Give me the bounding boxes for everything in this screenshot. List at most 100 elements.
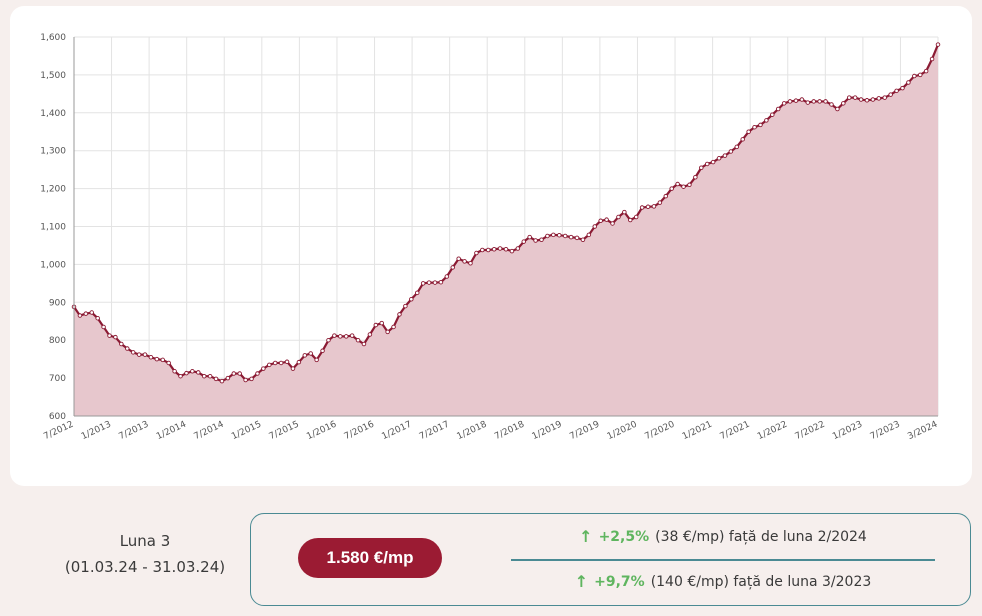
arrow-up-icon: ↑ — [574, 572, 589, 591]
data-point — [267, 362, 272, 368]
data-point — [136, 352, 142, 357]
data-point — [699, 165, 704, 170]
data-point — [882, 95, 887, 100]
x-tick-label: 7/2016 — [343, 420, 376, 443]
x-tick-label: 7/2023 — [869, 420, 902, 442]
data-point — [438, 279, 444, 285]
data-point — [716, 156, 722, 161]
data-point — [166, 360, 171, 366]
data-point — [142, 352, 148, 357]
data-point — [604, 217, 609, 222]
data-point — [539, 237, 544, 243]
data-point — [355, 337, 361, 343]
data-point — [320, 348, 325, 354]
data-point — [645, 204, 651, 210]
data-point — [781, 101, 787, 106]
data-point — [722, 153, 728, 158]
data-point — [864, 98, 870, 103]
data-point — [154, 356, 160, 362]
x-tick-label: 1/2015 — [230, 420, 263, 442]
data-point — [113, 334, 118, 340]
data-point — [568, 234, 574, 240]
x-tick-label: 1/2014 — [155, 420, 188, 443]
data-point — [261, 366, 266, 371]
data-point — [775, 106, 781, 112]
data-point — [616, 214, 621, 220]
data-point — [752, 124, 757, 130]
data-point — [912, 73, 917, 79]
data-point — [734, 144, 740, 150]
data-point — [870, 97, 876, 102]
data-point — [284, 359, 290, 365]
data-point — [527, 234, 532, 240]
data-point — [290, 366, 296, 371]
price-summary-box: 1.580 €/mp ↑ +2,5% (38 €/mp) față de lun… — [250, 513, 971, 606]
data-point — [308, 351, 313, 356]
data-point — [906, 80, 911, 85]
x-tick-label: 7/2022 — [794, 420, 827, 442]
data-point — [876, 96, 882, 101]
data-point — [83, 311, 89, 316]
x-tick-label: 7/2020 — [643, 420, 676, 443]
data-point — [196, 370, 201, 375]
data-point — [835, 106, 840, 112]
data-point — [462, 259, 467, 264]
price-chart-card: 600 700 800 900 1,000 1,100 1,200 1,300 1,400 1,5… — [10, 6, 972, 486]
data-point — [852, 95, 858, 100]
arrow-up-icon: ↑ — [579, 527, 593, 546]
area-fill — [74, 44, 938, 416]
data-point — [586, 232, 592, 238]
y-tick-label: 800 — [49, 336, 66, 346]
data-point — [687, 182, 692, 188]
data-point — [125, 346, 130, 351]
data-point — [338, 334, 343, 339]
data-point — [817, 99, 822, 104]
data-point — [509, 248, 515, 254]
data-point — [681, 184, 686, 189]
data-point — [562, 233, 568, 239]
data-point — [160, 357, 166, 363]
data-point — [491, 246, 497, 252]
data-point — [302, 353, 308, 358]
data-point — [935, 42, 941, 47]
data-point — [533, 238, 538, 243]
y-tick-label: 1,500 — [40, 71, 66, 81]
data-point — [639, 205, 645, 210]
x-tick-label: 7/2019 — [568, 420, 601, 443]
data-point — [213, 376, 219, 382]
x-tick-label: 7/2015 — [268, 420, 301, 442]
data-point — [900, 85, 905, 91]
data-point — [432, 280, 438, 285]
data-point — [343, 334, 349, 339]
y-tick-label: 1,000 — [40, 260, 66, 270]
month-label: Luna 3 — [119, 532, 171, 550]
data-point — [219, 378, 225, 384]
data-point — [663, 193, 669, 199]
data-point — [811, 99, 816, 104]
monthly-change-text: (38 €/mp) față de luna 2/2024 — [655, 528, 867, 545]
x-tick-label: 1/2016 — [305, 420, 338, 443]
data-point — [207, 373, 213, 379]
y-tick-label: 900 — [49, 298, 66, 308]
data-point — [332, 333, 337, 338]
x-tick-label: 1/2022 — [756, 420, 789, 442]
data-point — [201, 373, 207, 379]
data-point — [929, 56, 935, 62]
data-point — [628, 217, 633, 223]
x-tick-label: 3/2024 — [906, 420, 939, 443]
x-tick-label: 1/2020 — [606, 420, 639, 443]
x-tick-label: 7/2021 — [719, 420, 752, 442]
data-point — [278, 360, 284, 366]
data-point — [474, 250, 479, 256]
data-point — [184, 370, 189, 376]
data-point — [95, 315, 100, 321]
y-tick-label: 1,600 — [40, 33, 66, 43]
x-tick-label: 1/2021 — [681, 420, 714, 442]
data-point — [130, 350, 136, 355]
data-point — [793, 98, 799, 103]
data-point — [823, 99, 828, 104]
data-point — [373, 322, 379, 328]
y-tick-label: 1,300 — [40, 147, 66, 157]
data-point — [651, 204, 657, 209]
data-point — [119, 341, 124, 347]
